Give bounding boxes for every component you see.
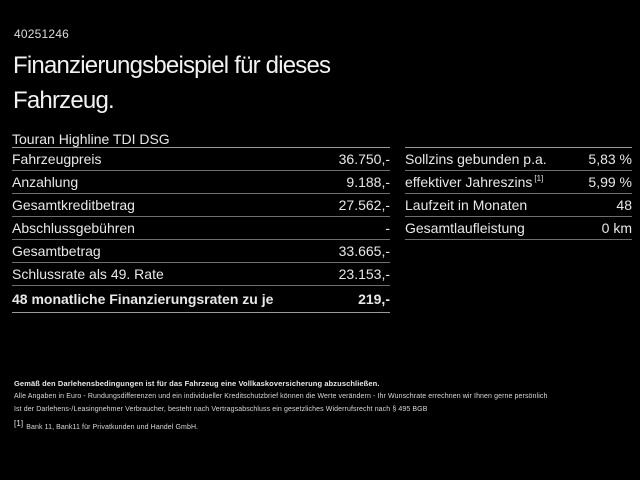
- row-value: 219,-: [358, 291, 390, 307]
- row-value: 23.153,-: [338, 266, 390, 282]
- row-value: 36.750,-: [338, 151, 390, 167]
- table-row: Sollzins gebunden p.a. 5,83 %: [405, 148, 632, 171]
- table-row: effektiver Jahreszins [1] 5,99 %: [405, 171, 632, 194]
- row-value: 27.562,-: [338, 197, 390, 213]
- table-row: Gesamtkreditbetrag 27.562,-: [12, 194, 390, 217]
- page-title-line1: Finanzierungsbeispiel für dieses: [13, 52, 331, 79]
- row-label: Gesamtlaufleistung: [405, 220, 525, 236]
- table-row: Laufzeit in Monaten 48: [405, 194, 632, 217]
- row-label: Anzahlung: [12, 174, 79, 190]
- footnote-marker: [1]: [14, 418, 24, 428]
- legal-line-insurance: Gemäß den Darlehensbedingungen ist für d…: [14, 379, 380, 388]
- model-row: Touran Highline TDI DSG: [12, 130, 390, 148]
- vehicle-id: 40251246: [14, 27, 69, 41]
- row-value: 33.665,-: [338, 243, 390, 259]
- table-row: Anzahlung 9.188,-: [12, 171, 390, 194]
- model-name: Touran Highline TDI DSG: [12, 130, 170, 147]
- conditions-table: Sollzins gebunden p.a. 5,83 % effektiver…: [405, 147, 632, 240]
- row-value: 0 km: [601, 220, 632, 236]
- row-label: Laufzeit in Monaten: [405, 197, 528, 213]
- row-label: 48 monatliche Finanzierungsraten zu je: [12, 291, 274, 307]
- legal-footer: Gemäß den Darlehensbedingungen ist für d…: [14, 377, 620, 434]
- row-label: Gesamtbetrag: [12, 243, 101, 259]
- row-label-text: effektiver Jahreszins: [405, 174, 533, 190]
- finance-table: Touran Highline TDI DSG Fahrzeugpreis 36…: [12, 130, 390, 313]
- table-row: Schlussrate als 49. Rate 23.153,-: [12, 263, 390, 286]
- table-row: Gesamtbetrag 33.665,-: [12, 240, 390, 263]
- row-label: Sollzins gebunden p.a.: [405, 151, 547, 167]
- row-value: 5,83 %: [588, 151, 632, 167]
- monthly-rate-row: 48 monatliche Finanzierungsraten zu je 2…: [12, 286, 390, 313]
- footnote-text: Bank 11, Bank11 für Privatkunden und Han…: [26, 424, 199, 431]
- legal-line-disclaimer: Alle Angaben in Euro - Rundungsdifferenz…: [14, 393, 548, 400]
- row-value: -: [385, 220, 390, 236]
- table-row: Fahrzeugpreis 36.750,-: [12, 148, 390, 171]
- row-value: 48: [616, 197, 632, 213]
- table-row: Abschlussgebühren -: [12, 217, 390, 240]
- page-title-line2: Fahrzeug.: [13, 87, 115, 114]
- row-label: Gesamtkreditbetrag: [12, 197, 135, 213]
- footnote-ref: [1]: [534, 174, 544, 184]
- footnote-line: [1] Bank 11, Bank11 für Privatkunden und …: [14, 418, 620, 434]
- row-label: Abschlussgebühren: [12, 220, 135, 236]
- page-title: Finanzierungsbeispiel für dieses Fahrzeu…: [13, 48, 613, 118]
- row-value: 9.188,-: [346, 174, 390, 190]
- table-row: Gesamtlaufleistung 0 km: [405, 217, 632, 240]
- row-label: Schlussrate als 49. Rate: [12, 266, 164, 282]
- legal-line-withdrawal: Ist der Darlehens-/Leasingnehmer Verbrau…: [14, 406, 428, 413]
- row-label: Fahrzeugpreis: [12, 151, 102, 167]
- row-label: effektiver Jahreszins [1]: [405, 174, 543, 190]
- row-value: 5,99 %: [588, 174, 632, 190]
